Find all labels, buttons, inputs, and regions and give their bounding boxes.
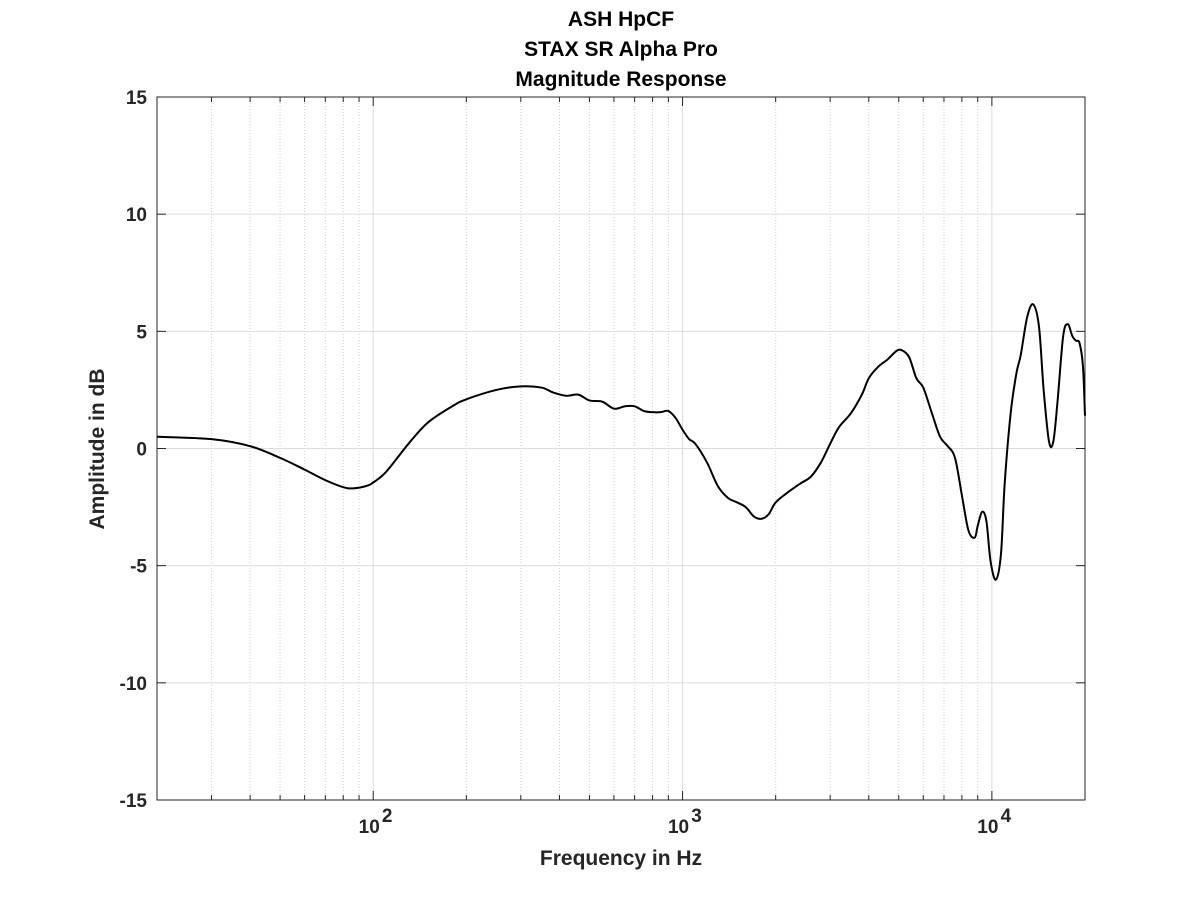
x-tick-label-exponent: 3 [691,806,702,827]
x-tick-label-exponent: 4 [1001,806,1012,827]
line-layer [156,303,1086,581]
y-tick-label: 5 [136,322,147,343]
x-axis-label: Frequency in Hz [540,847,702,870]
y-tick-label: -15 [120,791,148,812]
chart-title-line-2: STAX SR Alpha Pro [524,38,718,61]
y-tick-label: 10 [126,205,147,226]
y-tick-label: -5 [130,557,147,578]
chart-title-line-3: Magnitude Response [515,68,726,91]
grid-layer [156,96,1086,801]
x-tick-label: 10 [668,817,689,838]
x-tick-label: 10 [977,817,998,838]
x-tick-label-exponent: 2 [382,806,393,827]
series-line-0 [156,303,1086,581]
y-tick-label: -10 [120,674,147,695]
y-axis-label: Amplitude in dB [86,369,109,530]
x-tick-label: 10 [359,817,380,838]
y-tick-label: 0 [136,440,147,461]
ticks-layer [156,96,1086,801]
chart-title-line-1: ASH HpCF [568,8,674,31]
y-tick-label: 15 [126,88,148,109]
